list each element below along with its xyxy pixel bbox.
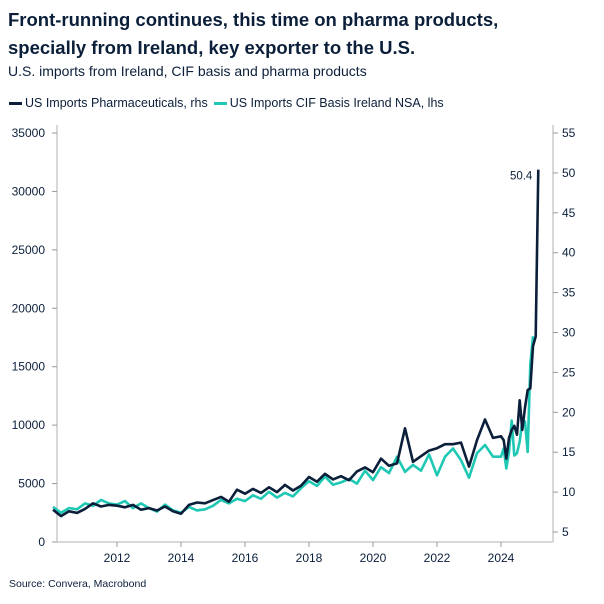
x-tick-label: 2024 (488, 551, 515, 565)
legend-item-cif: US Imports CIF Basis Ireland NSA, lhs (213, 96, 444, 110)
legend-item-pharma: US Imports Pharmaceuticals, rhs (9, 96, 208, 110)
left-tick-label: 30000 (12, 184, 46, 198)
x-tick-label: 2022 (424, 551, 451, 565)
x-tick-label: 2012 (104, 551, 131, 565)
legend-swatch-pharma (9, 101, 22, 105)
left-tick-label: 15000 (12, 360, 46, 374)
right-tick-label: 25 (562, 365, 576, 379)
right-tick-label: 10 (562, 485, 576, 499)
title-line-1: Front-running continues, this time on ph… (8, 9, 499, 30)
source-note: Source: Convera, Macrobond (9, 578, 147, 590)
x-tick-label: 2020 (360, 551, 387, 565)
x-tick-label: 2014 (168, 551, 195, 565)
left-tick-label: 35000 (12, 126, 46, 140)
left-tick-label: 10000 (12, 418, 46, 432)
legend-label-pharma: US Imports Pharmaceuticals, rhs (25, 96, 208, 110)
legend: US Imports Pharmaceuticals, rhs US Impor… (9, 96, 450, 110)
chart-title: Front-running continues, this time on ph… (8, 6, 498, 62)
legend-swatch-cif (213, 101, 227, 105)
right-tick-label: 45 (562, 206, 576, 220)
chart-subtitle: U.S. imports from Ireland, CIF basis and… (8, 63, 367, 79)
right-tick-label: 15 (562, 445, 576, 459)
left-tick-label: 20000 (12, 301, 46, 315)
x-tick-label: 2018 (296, 551, 323, 565)
left-tick-label: 0 (38, 535, 45, 549)
x-tick-label: 2016 (232, 551, 259, 565)
last-value-label: 50.4 (510, 171, 533, 183)
right-tick-label: 35 (562, 286, 576, 300)
left-tick-label: 25000 (12, 243, 46, 257)
right-tick-label: 5 (562, 525, 569, 539)
right-tick-label: 40 (562, 246, 576, 260)
left-tick-label: 5000 (18, 477, 45, 491)
title-line-2: specially from Ireland, key exporter to … (8, 37, 416, 58)
right-tick-label: 30 (562, 326, 576, 340)
legend-label-cif: US Imports CIF Basis Ireland NSA, lhs (229, 96, 444, 110)
right-tick-label: 55 (562, 126, 576, 140)
right-tick-label: 50 (562, 166, 576, 180)
right-tick-label: 20 (562, 405, 576, 419)
series-line-cif (52, 336, 535, 515)
series-line-pharma (52, 169, 540, 518)
